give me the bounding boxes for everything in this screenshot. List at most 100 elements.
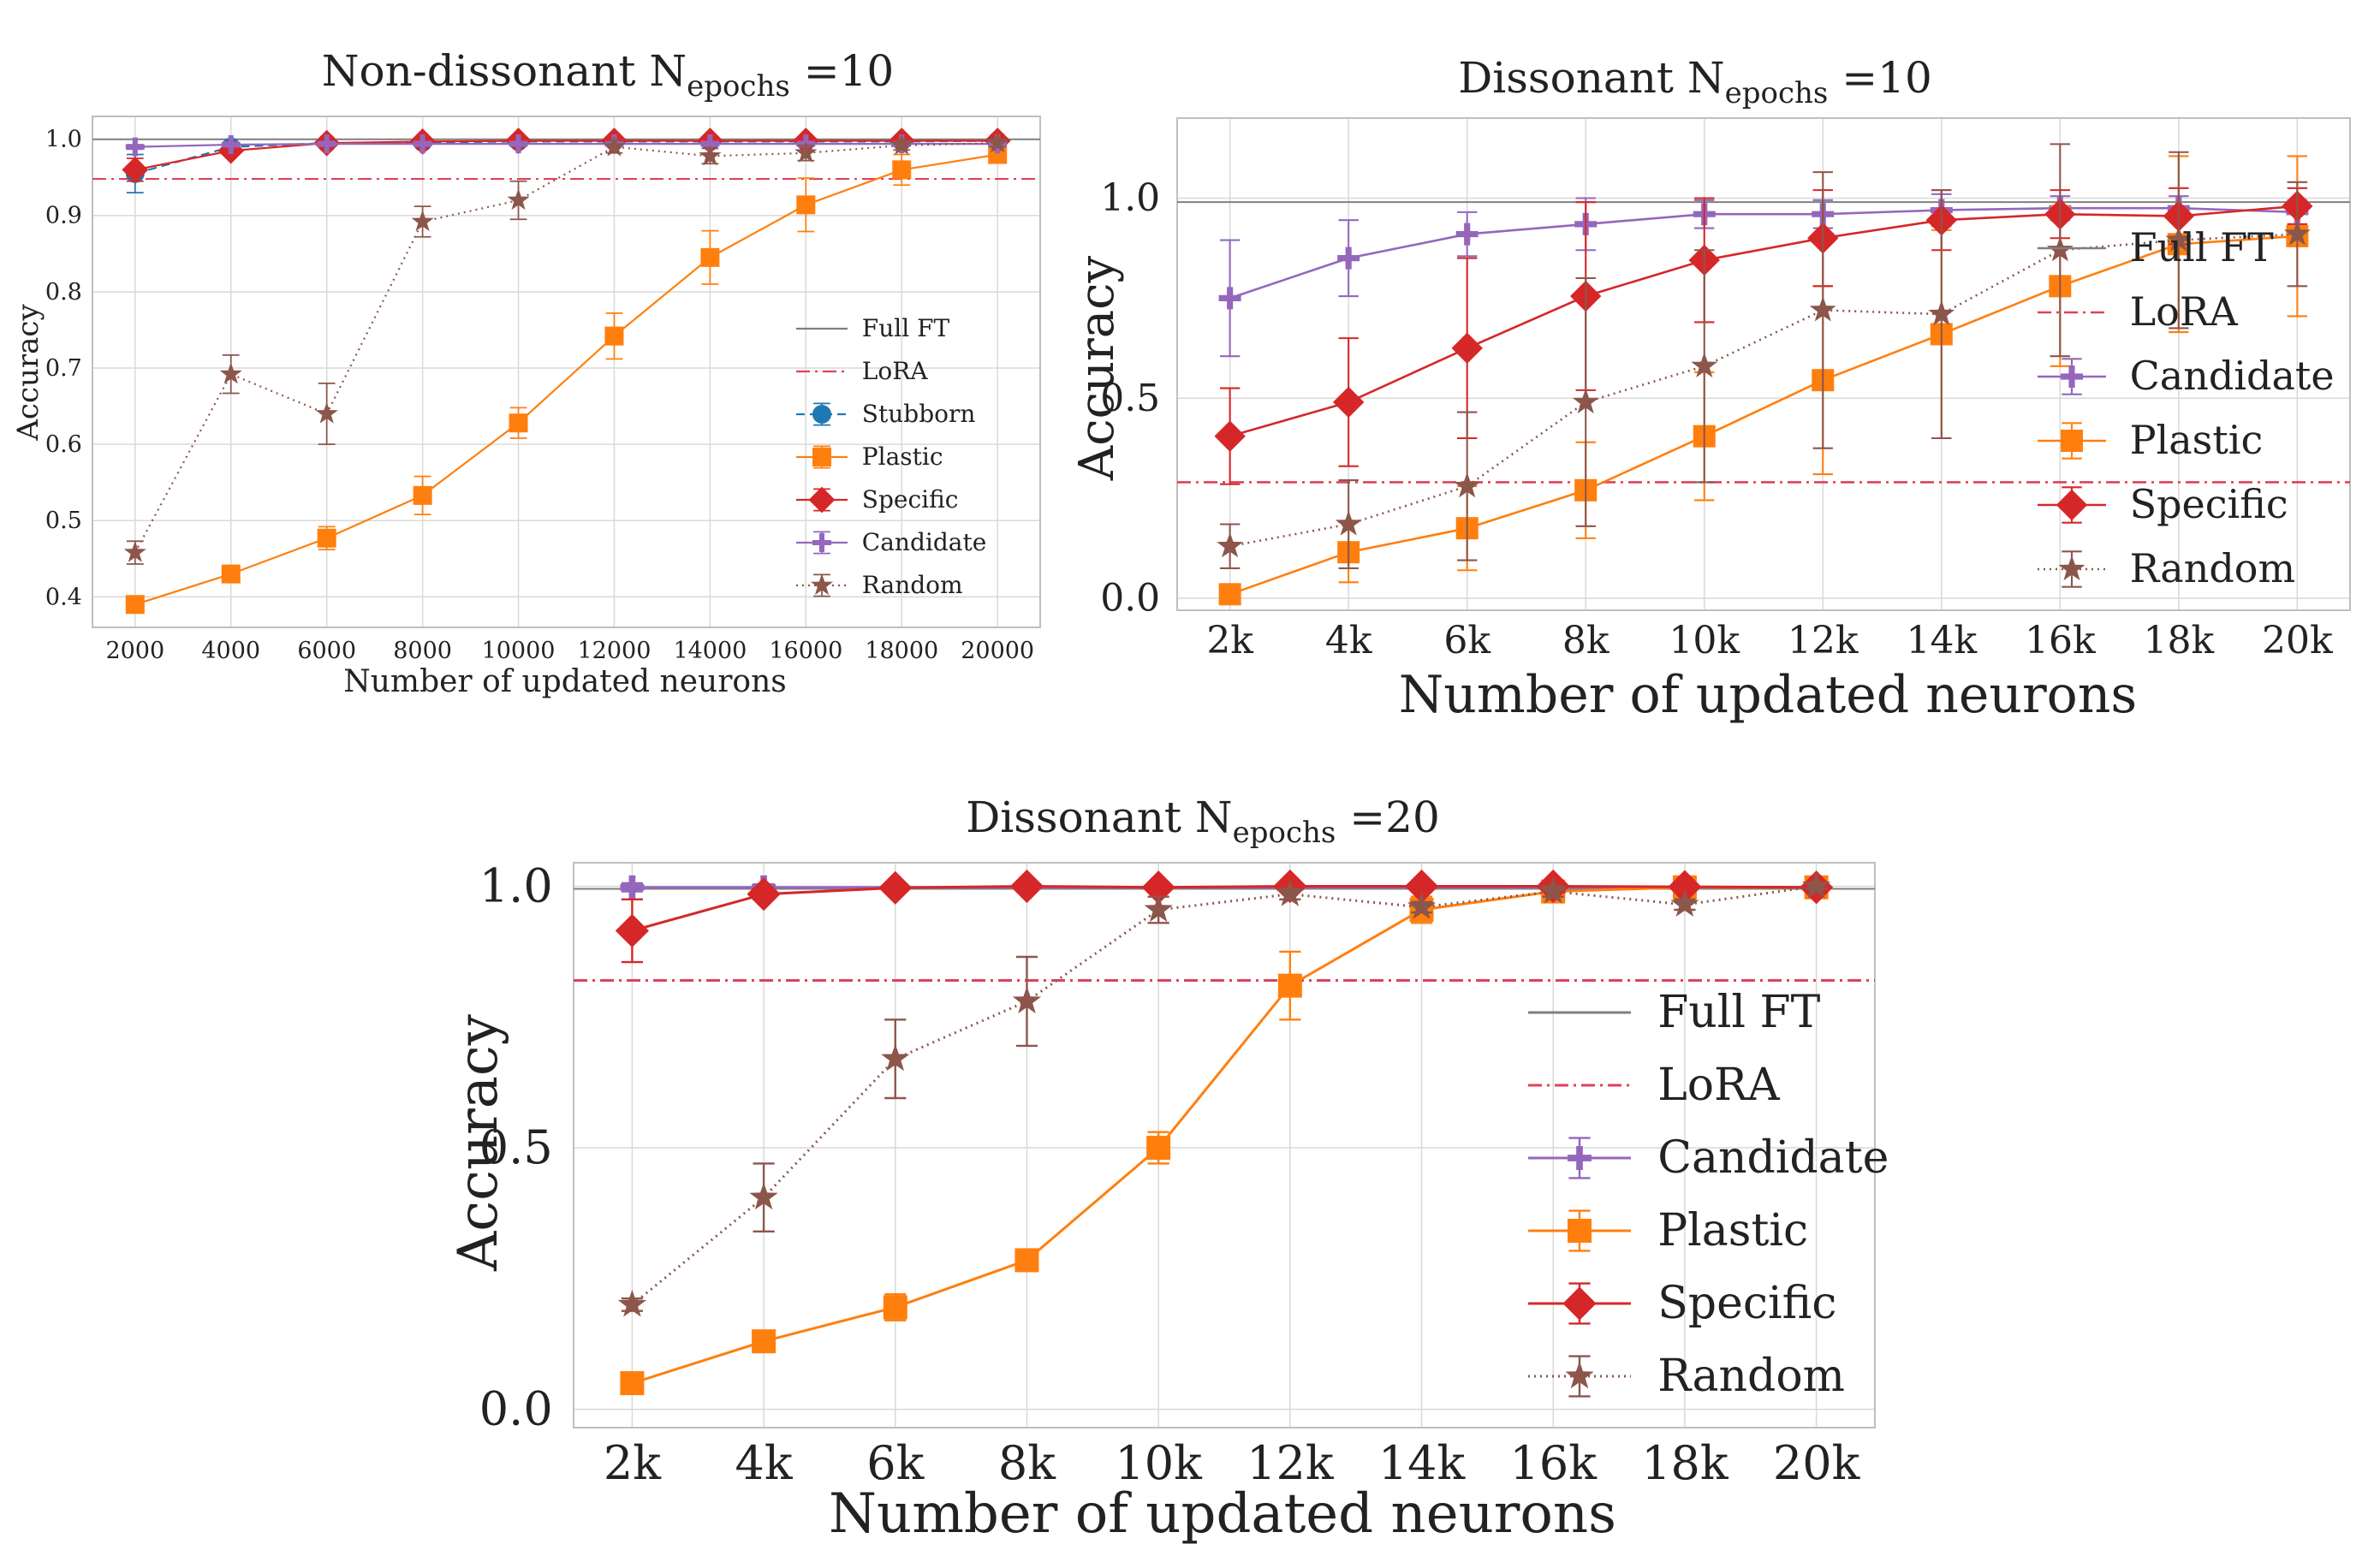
x-tick-label: 20k: [1773, 1436, 1861, 1490]
series-specific: [122, 128, 1011, 183]
x-tick-label: 16k: [2025, 619, 2096, 662]
legend-swatch-marker: [812, 448, 831, 466]
point-random: [1276, 879, 1305, 906]
chart-non-dissonant-10: 2000 4000 6000 8000 10000 12000 14000 16000 1800…: [11, 46, 1041, 699]
legend: Full FT LoRA Stubborn Plastic Specific Candid…: [796, 314, 986, 599]
series-plastic: [620, 875, 1829, 1396]
y-tick-label: 0.4: [45, 584, 82, 610]
point-random: [1928, 300, 1955, 326]
point-random: [1802, 871, 1831, 899]
point-candidate: [221, 134, 241, 154]
point-plastic: [413, 485, 432, 505]
legend-item-candidate: Candidate: [796, 528, 986, 556]
legend-item-random: Random: [796, 571, 963, 599]
point-random: [1454, 472, 1481, 498]
point-random: [1144, 894, 1173, 923]
y-axis-label: Accuracy: [1069, 255, 1125, 481]
series-line-candidate: [1229, 206, 2298, 300]
legend-label: Random: [2130, 545, 2296, 591]
point-candidate: [1218, 287, 1241, 310]
x-tick-label: 10k: [1669, 619, 1740, 662]
series-plastic: [125, 145, 1008, 615]
legend-swatch-marker: [812, 405, 831, 424]
legend-swatch-marker: [1568, 1219, 1592, 1243]
point-candidate: [125, 137, 145, 157]
legend-item-lora: LoRA: [1528, 1060, 1781, 1111]
legend-item-plastic: Plastic: [2038, 417, 2263, 463]
legend-label: Plastic: [862, 442, 943, 471]
plot-frame: [1176, 117, 2351, 611]
point-random: [2283, 220, 2311, 246]
chart-dissonant-10: 2k 4k 6k 8k 10k 12k 14k 16k 18k 20k 0.0 0.5 1.0 Dis…: [1069, 53, 2351, 725]
legend-item-full-ft: Full FT: [796, 314, 949, 342]
legend-label: Specific: [2130, 481, 2288, 527]
legend-item-plastic: Plastic: [1528, 1205, 1808, 1256]
point-specific: [615, 913, 649, 948]
point-specific: [1404, 869, 1439, 904]
series-random: [123, 131, 1009, 565]
legend-label: Full FT: [2130, 224, 2275, 270]
point-specific: [122, 156, 149, 183]
chart-title: Non-dissonant Nepochs =10: [322, 46, 895, 104]
x-tick-labels: 2k 4k 6k 8k 10k 12k 14k 16k 18k 20k: [604, 1436, 1861, 1490]
point-plastic: [620, 1371, 645, 1396]
x-tick-label: 2k: [1206, 619, 1253, 662]
series-specific: [615, 869, 1834, 964]
x-tick-label: 6k: [1443, 619, 1490, 662]
y-tick-label: 0.0: [479, 1381, 553, 1435]
y-tick-label: 1.0: [45, 127, 82, 153]
legend-item-full-ft: Full FT: [2038, 224, 2274, 270]
series-layer: [1214, 143, 2313, 606]
point-random: [507, 188, 530, 211]
y-tick-label: 0.8: [45, 279, 82, 306]
point-plastic: [796, 195, 816, 215]
point-plastic: [221, 564, 241, 584]
legend-label: Specific: [862, 485, 959, 514]
point-plastic: [1277, 973, 1302, 998]
legend-label: LoRA: [2130, 288, 2239, 335]
point-plastic: [1146, 1136, 1171, 1161]
x-tick-label: 10k: [1115, 1436, 1203, 1490]
point-random: [1572, 388, 1599, 414]
legend-item-random: Random: [2038, 545, 2295, 591]
x-tick-label: 8000: [393, 638, 452, 664]
point-random: [617, 1289, 646, 1317]
series-line-plastic: [1229, 235, 2298, 596]
point-random: [219, 362, 242, 384]
point-candidate: [620, 875, 645, 900]
legend-label: Full FT: [1657, 987, 1820, 1038]
legend-swatch-marker: [1568, 1146, 1592, 1170]
point-specific: [1451, 332, 1483, 365]
legend-item-candidate: Candidate: [1528, 1132, 1889, 1184]
legend-item-full-ft: Full FT: [1528, 987, 1821, 1038]
point-specific: [1009, 869, 1044, 904]
chart-title: Dissonant Nepochs =10: [1458, 53, 1932, 110]
point-plastic: [317, 528, 336, 548]
x-axis-label: Number of updated neurons: [829, 1482, 1616, 1546]
y-tick-label: 0.5: [1100, 377, 1160, 420]
point-random: [1012, 986, 1042, 1014]
legend-label: Candidate: [2130, 353, 2335, 399]
point-random: [1335, 510, 1362, 536]
chart-dissonant-20: 2k 4k 6k 8k 10k 12k 14k 16k 18k 20k 0.0 0.5 1.0 Dis…: [447, 793, 1889, 1546]
x-tick-label: 12k: [1247, 1436, 1335, 1490]
legend-swatch-marker: [812, 533, 831, 552]
x-tick-labels: 2000 4000 6000 8000 10000 12000 14000 16000 1800…: [105, 638, 1034, 664]
series-line-stubborn: [134, 140, 998, 175]
series-line-specific: [1229, 205, 2298, 437]
point-plastic: [700, 247, 720, 267]
point-plastic: [892, 160, 912, 180]
x-tick-label: 4k: [1325, 619, 1372, 662]
legend-item-specific: Specific: [1528, 1278, 1836, 1329]
point-candidate: [1337, 246, 1360, 270]
point-plastic: [125, 595, 145, 615]
legend-swatch-marker: [2061, 430, 2083, 452]
series-line-random: [631, 885, 1817, 1306]
x-tick-label: 20k: [2262, 619, 2333, 662]
x-tick-label: 8k: [998, 1436, 1056, 1490]
legend-label: LoRA: [862, 357, 929, 385]
x-axis-label: Number of updated neurons: [343, 664, 786, 699]
x-tick-label: 16k: [1510, 1436, 1598, 1490]
point-random: [1691, 352, 1718, 377]
legend-swatch-marker: [808, 486, 836, 514]
